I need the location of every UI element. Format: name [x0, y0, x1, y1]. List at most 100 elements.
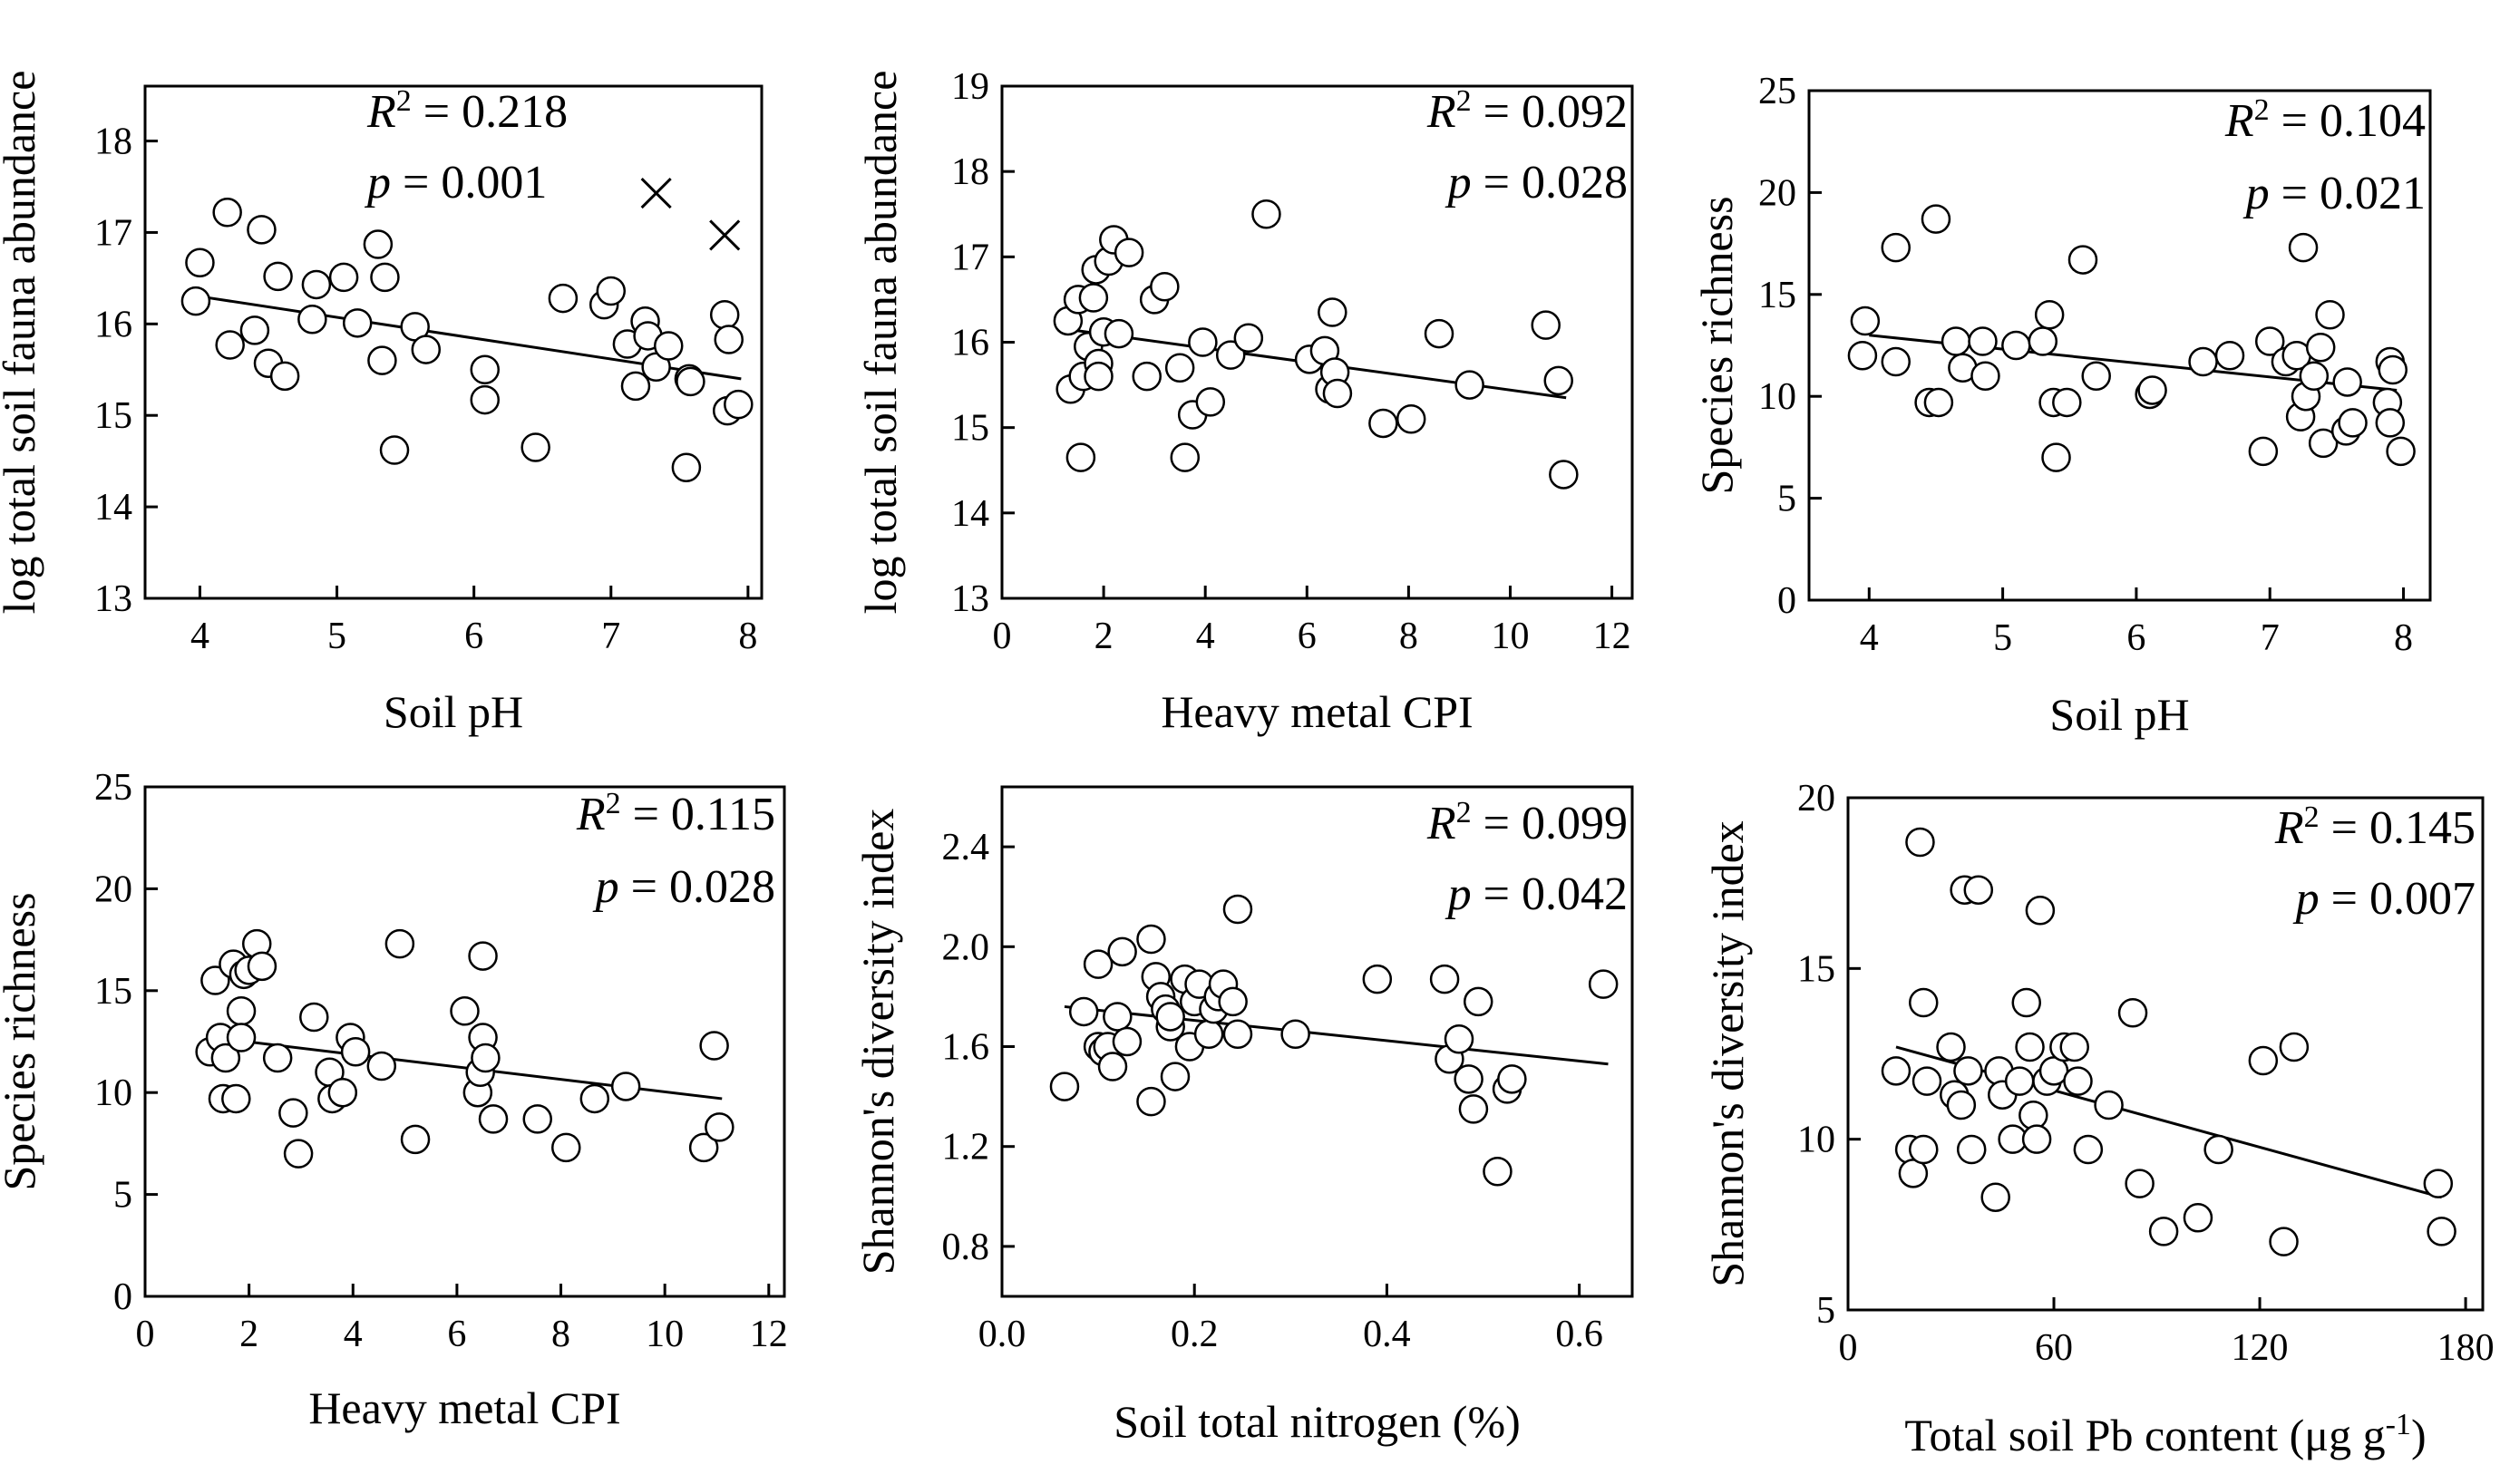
- data-point: [1980, 1182, 2010, 1212]
- data-point: [1318, 297, 1347, 327]
- scatter-panel-5: 0.0 0.2 0.4 0.6 0.8 1.2 1.6 2.0 2.4 Soil total ni…: [852, 785, 1634, 1447]
- x-tick-label: 4: [190, 616, 209, 657]
- data-point: [478, 1104, 509, 1134]
- data-point: [180, 286, 211, 316]
- x-tick-label: 7: [2261, 617, 2280, 659]
- x-tick-label: 0.2: [1171, 1314, 1219, 1355]
- data-point: [470, 384, 501, 415]
- data-point: [1251, 199, 1281, 229]
- plot-frame: [143, 785, 786, 1298]
- data-point: [200, 965, 230, 995]
- x-tick-label: 6: [2126, 617, 2145, 659]
- data-point: [579, 1083, 610, 1114]
- x-tick-label: 12: [750, 1314, 788, 1355]
- y-tick-label: 15: [1758, 275, 1796, 316]
- data-point: [1531, 310, 1561, 340]
- data-point: [363, 229, 394, 259]
- x-tick-label: 0.6: [1555, 1314, 1603, 1355]
- data-point: [714, 325, 744, 354]
- data-point: [1322, 378, 1353, 409]
- x-tick-label: 6: [447, 1314, 466, 1355]
- data-point: [2125, 1169, 2155, 1198]
- y-axis-label: Shannon's diversity index: [852, 809, 903, 1275]
- y-axis-label: Species richness: [0, 892, 44, 1190]
- y-tick-label: 0: [113, 1276, 132, 1318]
- y-tick-label: 5: [113, 1175, 132, 1217]
- y-tick-label: 1.2: [942, 1127, 990, 1169]
- data-point: [210, 1043, 241, 1073]
- x-tick-label: 8: [2394, 617, 2413, 659]
- x-tick-label: 10: [646, 1314, 684, 1355]
- data-point: [1103, 1002, 1133, 1032]
- data-point: [215, 330, 245, 360]
- data-point: [366, 1051, 397, 1081]
- data-point: [1107, 936, 1137, 967]
- data-point: [1083, 949, 1114, 979]
- data-point: [2378, 354, 2408, 385]
- data-point: [1881, 346, 1911, 377]
- y-tick-label: 15: [1797, 948, 1835, 990]
- data-point: [548, 283, 579, 314]
- data-point: [278, 1098, 308, 1128]
- x-tick-label: 60: [2035, 1327, 2073, 1369]
- data-point: [2299, 361, 2330, 391]
- data-point: [724, 389, 754, 420]
- data-point: [2063, 1066, 2093, 1096]
- data-point: [2094, 1090, 2124, 1120]
- x-tick-label: 6: [464, 616, 483, 657]
- p-value-label: p = 0.028: [592, 861, 775, 913]
- data-point: [1881, 1056, 1911, 1086]
- data-point: [620, 371, 651, 402]
- data-point: [1953, 1056, 1983, 1086]
- data-point: [247, 951, 277, 982]
- data-point: [520, 432, 550, 462]
- data-point: [1132, 361, 1162, 392]
- data-point: [1463, 986, 1493, 1017]
- y-tick-label: 13: [951, 578, 989, 620]
- data-point: [301, 269, 332, 300]
- outlier-marker: [640, 177, 672, 209]
- y-tick-label: 15: [94, 971, 132, 1013]
- x-tick-label: 7: [601, 616, 620, 657]
- y-tick-label: 5: [1777, 479, 1796, 520]
- data-point: [1195, 387, 1226, 417]
- data-point: [2011, 987, 2042, 1018]
- data-point: [1222, 1019, 1253, 1049]
- x-tick-label: 12: [1593, 616, 1631, 657]
- data-point: [2018, 1101, 2048, 1130]
- y-tick-label: 0.8: [942, 1227, 990, 1268]
- data-point: [411, 335, 442, 364]
- p-value-label: p = 0.042: [1445, 868, 1628, 920]
- y-tick-label: 0: [1777, 580, 1796, 622]
- data-point: [2254, 326, 2285, 356]
- plot-frame: [1846, 796, 2485, 1312]
- scatter-panel-1: 4 5 6 7 8 13 14 15 16 17 18 Soil pH log total soil f…: [0, 71, 764, 737]
- data-point: [1549, 460, 1579, 490]
- x-tick-label: 5: [1993, 617, 2012, 659]
- data-point: [1911, 1066, 1942, 1096]
- data-point: [1193, 1019, 1224, 1049]
- x-tick-label: 2: [1094, 616, 1114, 657]
- y-axis-label: Shannon's diversity index: [1702, 820, 1753, 1287]
- data-point: [2279, 1032, 2310, 1062]
- y-tick-label: 18: [951, 151, 989, 193]
- p-value-label: p = 0.001: [364, 157, 547, 209]
- data-point: [450, 996, 480, 1026]
- scatter-panel-3: 4 5 6 7 8 0 5 10 15 20 25 Soil pH Species richness R2…: [1691, 71, 2432, 740]
- data-point: [1049, 1072, 1080, 1101]
- data-point: [342, 308, 373, 338]
- data-point: [1497, 1064, 1527, 1094]
- data-point: [1424, 318, 1454, 349]
- y-tick-label: 14: [94, 487, 132, 529]
- plot-frame: [143, 84, 764, 600]
- data-point: [2183, 1203, 2213, 1233]
- x-tick-label: 5: [327, 616, 346, 657]
- data-point: [1218, 986, 1248, 1017]
- data-point: [1946, 1090, 1977, 1120]
- data-point: [1454, 1064, 1483, 1094]
- y-tick-label: 16: [951, 323, 989, 364]
- y-tick-label: 25: [94, 767, 132, 809]
- data-point: [1963, 875, 1994, 905]
- data-point: [1215, 340, 1246, 370]
